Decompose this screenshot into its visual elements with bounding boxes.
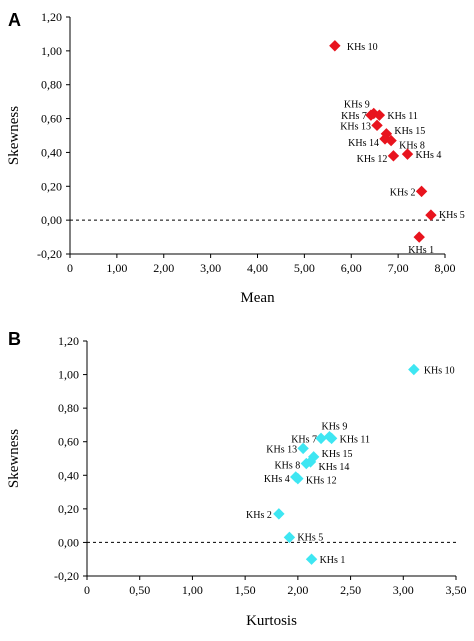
data-point-label: KHs 4	[416, 150, 442, 161]
data-point-label: KHs 7	[341, 111, 367, 122]
data-point-marker	[387, 150, 400, 162]
data-point-label: KHs 13	[266, 444, 297, 455]
y-tick-label: 1,00	[58, 368, 79, 382]
data-point-label: KHs 10	[424, 366, 455, 377]
y-axis-title: Skewness	[6, 429, 22, 488]
y-axis-title: Skewness	[6, 106, 22, 165]
x-tick-label: 0	[84, 583, 90, 597]
data-point-marker	[371, 119, 383, 132]
data-point-label: KHs 4	[264, 474, 290, 485]
y-tick-label: 0,80	[41, 78, 62, 92]
x-tick-label: 3,00	[393, 583, 414, 597]
data-point-marker	[401, 148, 414, 160]
x-axis-title: Mean	[240, 290, 275, 306]
x-tick-label: 2,00	[287, 583, 308, 597]
x-tick-label: 8,00	[435, 261, 456, 275]
y-tick-label: 1,00	[41, 44, 62, 58]
x-tick-label: 5,00	[294, 261, 315, 275]
y-tick-label: -0,20	[54, 569, 79, 583]
x-tick-label: 1,50	[235, 583, 256, 597]
data-point-marker	[273, 508, 285, 520]
y-tick-label: 0,00	[41, 213, 62, 227]
data-point-marker	[408, 363, 420, 376]
y-tick-label: 0,20	[41, 179, 62, 193]
data-point-marker	[283, 531, 296, 544]
data-point-label: KHs 13	[340, 121, 371, 132]
data-point-label: KHs 8	[274, 461, 300, 472]
data-point-marker	[413, 231, 425, 243]
data-point-marker	[305, 553, 318, 565]
data-point-label: KHs 7	[291, 434, 317, 445]
y-tick-label: -0,20	[37, 247, 62, 261]
data-point-label: KHs 11	[387, 111, 417, 122]
data-point-label: KHs 14	[348, 138, 379, 149]
data-point-marker	[292, 472, 304, 485]
data-point-label: KHs 2	[246, 510, 272, 521]
y-tick-label: 1,20	[41, 10, 62, 24]
x-tick-label: 6,00	[341, 261, 362, 275]
x-tick-label: 7,00	[388, 261, 409, 275]
y-tick-label: 0,20	[58, 502, 79, 516]
data-point-marker	[373, 109, 386, 121]
x-tick-label: 1,00	[182, 583, 203, 597]
y-tick-label: 0,40	[58, 468, 79, 482]
data-point-label: KHs 15	[394, 126, 425, 137]
data-point-marker	[325, 432, 338, 445]
data-point-label: KHs 9	[344, 99, 370, 110]
y-tick-label: 0,60	[41, 112, 62, 126]
data-point-marker	[425, 209, 437, 221]
data-point-marker	[315, 432, 327, 445]
data-point-label: KHs 5	[439, 210, 465, 221]
data-point-marker	[365, 109, 377, 121]
data-point-label: KHs 14	[319, 462, 350, 473]
y-tick-label: 0,40	[41, 145, 62, 159]
data-point-marker	[300, 457, 312, 470]
x-tick-label: 4,00	[247, 261, 268, 275]
data-point-label: KHs 15	[322, 449, 353, 460]
data-point-label: KHs 11	[340, 434, 370, 445]
data-point-label: KHs 1	[320, 555, 346, 566]
data-point-label: KHs 12	[357, 154, 388, 165]
data-point-label: KHs 9	[321, 422, 347, 433]
panel-label: A	[8, 10, 21, 30]
data-point-marker	[385, 134, 397, 147]
x-tick-label: 2,00	[153, 261, 174, 275]
x-tick-label: 3,50	[446, 583, 467, 597]
x-tick-label: 2,50	[340, 583, 361, 597]
y-tick-label: 0,60	[58, 435, 79, 449]
panel-label: B	[8, 329, 21, 349]
x-tick-label: 1,00	[106, 261, 127, 275]
data-point-marker	[329, 40, 341, 52]
x-tick-label: 3,00	[200, 261, 221, 275]
data-point-label: KHs 10	[347, 42, 378, 53]
data-point-label: KHs 1	[408, 245, 434, 256]
data-point-label: KHs 5	[297, 532, 323, 543]
y-tick-label: 0,80	[58, 401, 79, 415]
data-point-label: KHs 2	[390, 187, 416, 198]
data-point-label: KHs 12	[306, 476, 337, 487]
x-tick-label: 0,50	[129, 583, 150, 597]
data-point-marker	[415, 185, 428, 198]
data-point-label: KHs 8	[399, 141, 425, 152]
data-point-marker	[297, 442, 309, 455]
x-axis-title: Kurtosis	[246, 613, 297, 629]
y-tick-label: 0,00	[58, 535, 79, 549]
y-tick-label: 1,20	[58, 334, 79, 348]
x-tick-label: 0	[67, 261, 73, 275]
